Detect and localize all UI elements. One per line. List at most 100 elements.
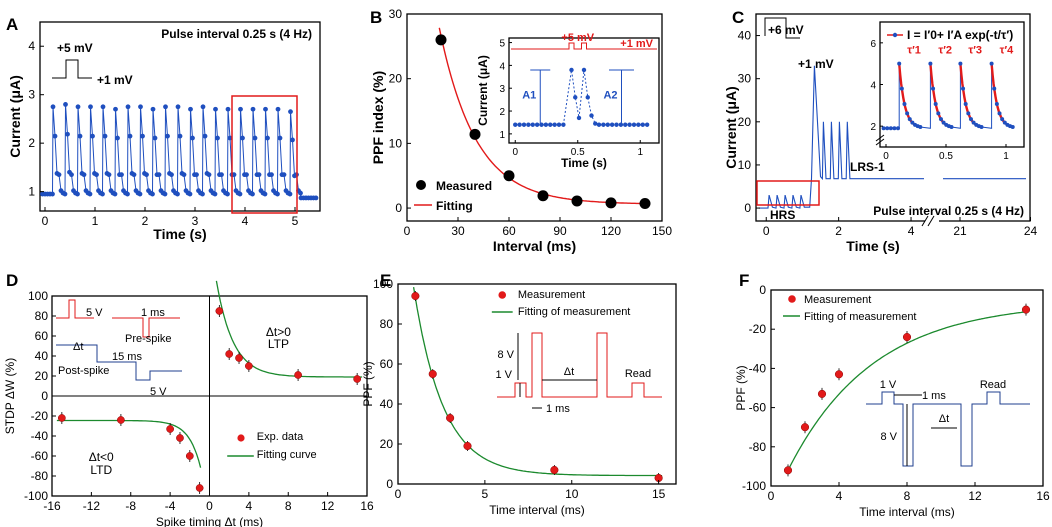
panel-c-inset-x-tick-label-0: 0 [883,151,889,162]
panel-b-ylabel: PPF index (%) [370,71,386,164]
panel-b-inset-point-4 [530,122,535,127]
panel-d-ltd-cond: Δt<0 [89,450,114,464]
panel-b-inset-point-8 [548,122,553,127]
panel-c-inset-point-3 [892,126,897,131]
panel-e-xlabel: Time interval (ms) [489,503,585,517]
panel-a-data-point-43 [119,172,124,178]
panel-b-inset-y-tick-label-2: 3 [499,84,505,95]
panel-d-ylabel: STDP ΔW (%) [3,358,17,434]
panel-b-inset-point-29 [640,122,645,127]
panel-c-inset-point-32 [989,61,994,66]
panel-c-break-mask [925,216,939,226]
panel-b-inset-point-9 [552,122,557,127]
panel-b-inset-point-2 [521,122,527,127]
panel-f-v1: 1 V [880,379,897,391]
panel-f-y-tick-label-3: -40 [749,361,767,375]
panel-a-data-point-46 [125,191,130,197]
panel-a-y-tick-label-2: 3 [28,88,35,102]
panel-a-frame [39,21,321,212]
panel-b-inset-point-28 [636,122,641,127]
panel-b-legend-measured: Measured [436,179,492,193]
panel-a-highlight-box [231,95,298,214]
panel-b-inset-point-16 [585,95,590,100]
panel-c-inset-point-13 [918,124,923,129]
panel-d-x-tick-label-8: 16 [360,499,374,513]
panel-f-y-tick-label-5: 0 [759,283,766,297]
panel-d-fit-ltd [56,419,202,468]
panel-c-break-mark-1 [921,215,929,227]
panel-b-inset-y-tick-label-3: 4 [499,61,505,72]
panel-d-legend-fit: Fitting curve [257,449,317,461]
panel-c-y-tick-label-4: 40 [738,29,752,43]
panel-d-data-point-8 [166,425,174,433]
panel-c-pulse-low: +1 mV [798,57,834,71]
panel-d-y-tick-label-4: -20 [31,409,49,423]
panel-a-data-point-13 [65,131,70,137]
panel-c-inset-point-35 [997,111,1002,116]
panel-d-ms1: 1 ms [141,307,165,319]
panel-a-data-point-18 [75,191,80,197]
panel-f-legend-meas: Measurement [804,294,871,306]
panel-a-data-point-55 [140,133,145,139]
panel-d-data-point-5 [353,375,362,383]
panel-e-y-tick-label-3: 60 [380,357,394,371]
panel-e-ylabel: PPF (%) [361,361,375,406]
panel-a-y-tick-label-1: 2 [28,136,35,150]
panel-d-data-point-3 [245,362,253,370]
panel-letter-a: A [6,15,18,34]
panel-a-data-point-123 [262,191,268,197]
panel-a-data-point-113 [244,172,249,178]
panel-d-xlabel: Spike timing Δt (ms) [156,515,263,527]
panel-b-inset-high: +5 mV [561,32,594,44]
panel-b-inset-point-13 [573,95,578,100]
panel-c-break-mark-2 [927,215,935,227]
panel-a-data-point-116 [250,191,255,197]
panel-b-inset-point-12 [569,67,574,73]
panel-f-ylabel: PPF (%) [734,365,748,410]
panel-c-inset-point-4 [896,126,900,131]
panel-c-inset-point-0 [881,126,886,131]
panel-b-inset-xlabel: Time (s) [561,156,607,170]
panel-c-inset-y-tick-label-2: 6 [870,39,876,50]
panel-c-inset-point-36 [1000,117,1005,122]
panel-a-data-point-92 [206,172,212,178]
panel-c-inset-point-14 [928,61,933,66]
panel-d-ltp-cond: Δt>0 [266,325,291,339]
panel-c-inset-point-16 [933,101,938,106]
panel-f-x-tick-label-1: 4 [836,489,843,503]
panel-b-inset-low: +1 mV [620,38,653,50]
panel-c-inset-point-1 [885,126,890,131]
panel-b-inset-a2-label: A2 [603,89,617,101]
panel-e-fit-curve [412,286,663,477]
panel-letter-f: F [739,271,749,290]
panel-c-x-tick-label-3: 21 [953,224,967,238]
panel-f-data-point-4 [902,332,912,342]
panel-c-inset-point-28 [971,120,976,125]
panel-c-inset-point-40 [1010,124,1015,129]
panel-f-read: Read [980,379,1006,391]
panel-a-data-point-19 [75,104,81,110]
panel-a-data-point-64 [156,172,162,178]
panel-d-y-tick-label-3: -40 [31,429,49,443]
panel-d-post-spike-blue [94,344,112,363]
panel-a-data-point-22 [81,172,87,178]
panel-c-lrs-label: LRS-1 [850,160,885,174]
panel-b-inset-y-tick-label-1: 2 [499,107,505,118]
panel-a-data-point-15 [69,172,74,178]
panel-a-data-point-85 [194,172,199,178]
panel-f-y-tick-label-2: -60 [749,401,767,415]
panel-c-title: Pulse interval 0.25 s (4 Hz) [873,204,1024,218]
panel-b-inset-frame [508,37,660,144]
panel-a-x-tick-label-4: 4 [242,214,249,228]
panel-a-data-point-137 [287,191,293,197]
panel-f-x-tick-label-2: 8 [904,489,911,503]
panel-b-inset-x-tick-label-2: 1 [637,147,643,158]
panel-d-x-tick-label-2: -8 [125,499,136,513]
panel-a-data-point-36 [106,172,112,178]
panel-b-inset-point-14 [576,115,582,121]
panel-e-data-point-1 [428,369,437,379]
panel-d-post-spike-label: Post-spike [58,365,109,377]
panel-a-data-point-139 [290,137,295,143]
panel-d-x-tick-label-0: -16 [43,499,61,513]
panel-d-data-point-1 [225,350,234,358]
